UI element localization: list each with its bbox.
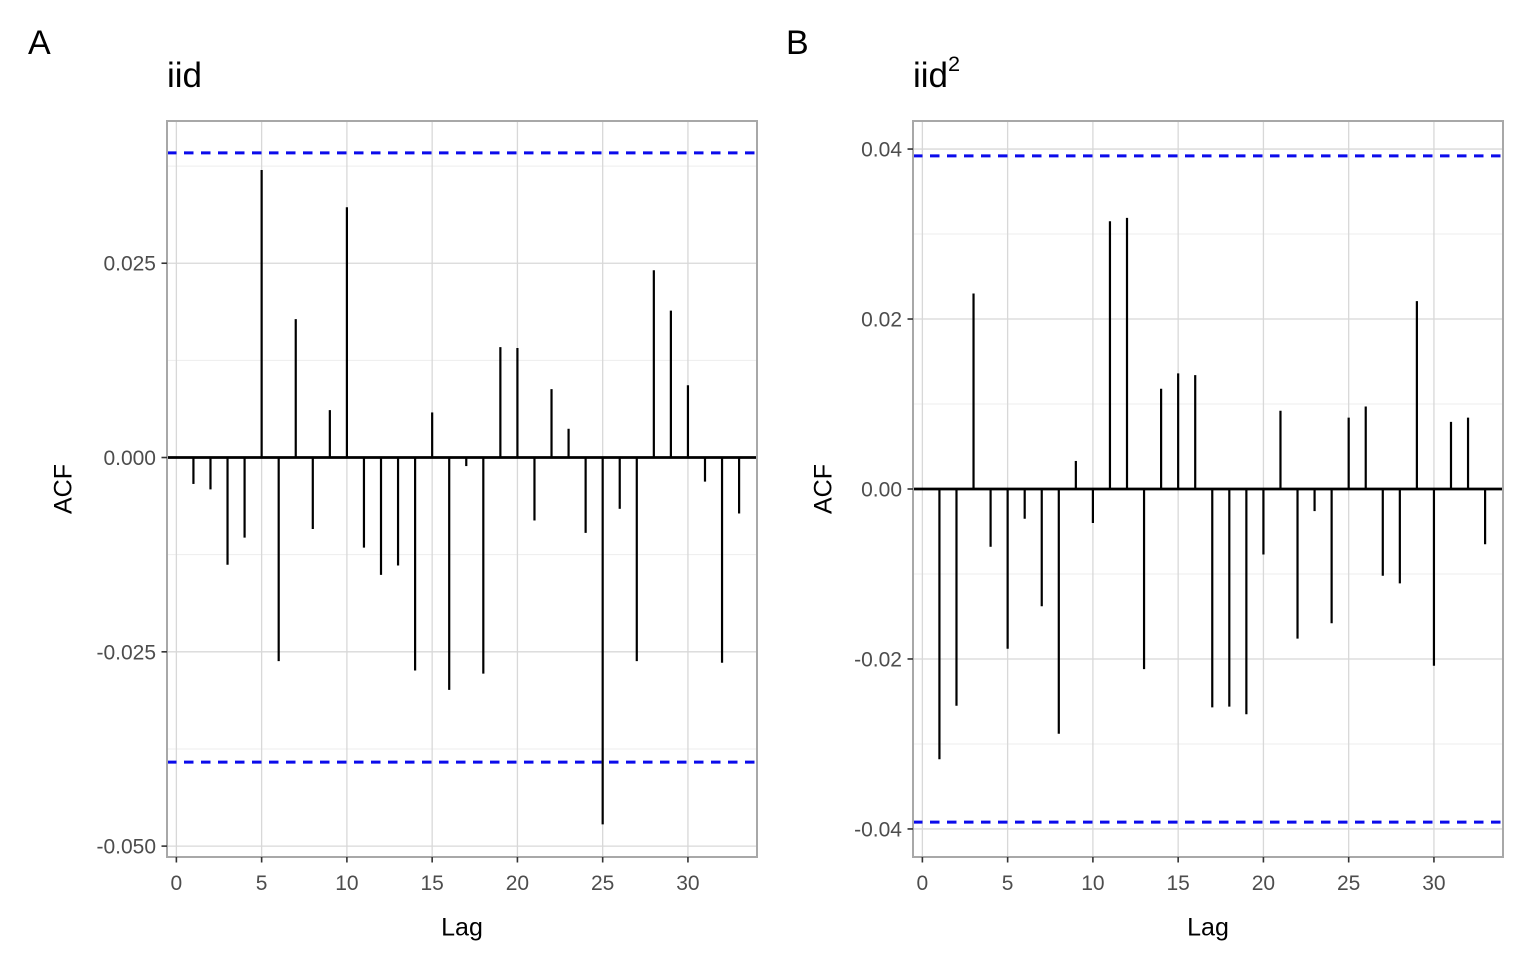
y-tick-label: 0.025	[103, 253, 156, 276]
panel-tag-b: B	[786, 24, 809, 62]
panel-title-a: iid	[167, 58, 202, 93]
x-tick-label: 20	[1252, 872, 1275, 895]
x-axis-title-a: Lag	[441, 913, 483, 942]
x-tick-label: 0	[917, 872, 929, 895]
x-tick-label: 5	[256, 872, 268, 895]
x-tick-label: 30	[1422, 872, 1445, 895]
y-axis-title-b: ACF	[809, 464, 838, 514]
panel-tag-a: A	[28, 24, 51, 62]
x-tick-label: 10	[335, 872, 358, 895]
x-tick-label: 0	[171, 872, 183, 895]
y-tick-label: 0.00	[861, 479, 902, 502]
x-tick-label: 25	[1337, 872, 1360, 895]
y-tick-label: -0.02	[854, 648, 902, 671]
panel-title-a-text: iid	[167, 56, 203, 95]
x-tick-label: 25	[591, 872, 614, 895]
panel-title-b: iid2	[913, 53, 960, 95]
x-tick-label: 5	[1002, 872, 1014, 895]
x-tick-label: 30	[676, 872, 699, 895]
panel-border	[166, 120, 758, 858]
panel-title-b-text: iid	[913, 56, 949, 95]
y-tick-label: -0.025	[96, 641, 156, 664]
x-tick-label: 15	[1166, 872, 1189, 895]
x-tick-label: 10	[1081, 872, 1104, 895]
panel-b-plot-area: 0.04 0.02 0.00 -0.02 -0.04 0 5 10 15 20 25 30	[854, 120, 1504, 895]
y-axis-title-a: ACF	[49, 464, 78, 514]
y-tick-label: 0.02	[861, 309, 902, 332]
panel-title-b-superscript: 2	[948, 51, 961, 77]
y-tick-label: -0.050	[96, 836, 156, 859]
x-axis-title-b: Lag	[1187, 913, 1229, 942]
x-tick-label: 20	[506, 872, 529, 895]
y-tick-label: -0.04	[854, 818, 902, 841]
y-tick-label: 0.000	[103, 447, 156, 470]
panel-a-plot-area: 0.025 0.000 -0.025 -0.050 0 5 10 15 20 25 30	[96, 120, 758, 895]
x-tick-label: 15	[420, 872, 443, 895]
y-tick-label: 0.04	[861, 139, 902, 162]
